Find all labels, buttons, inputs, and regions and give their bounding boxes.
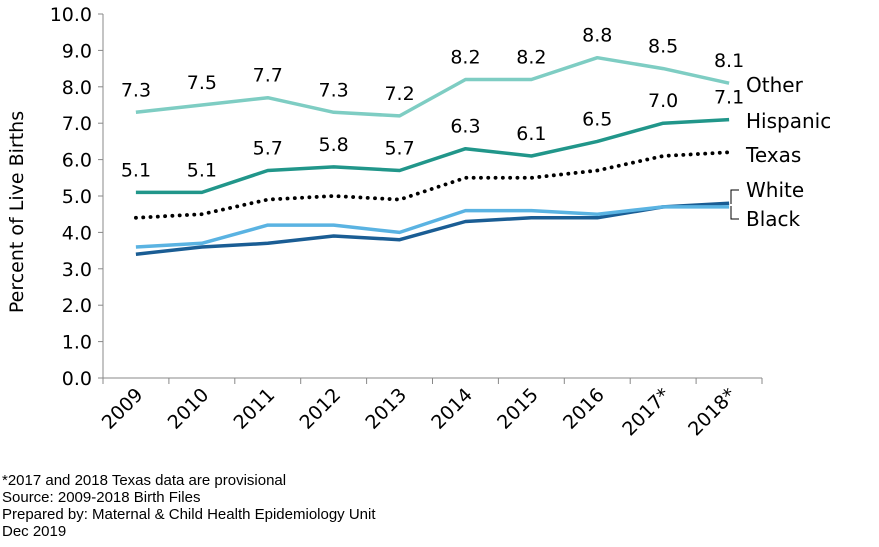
series-label-white: White — [746, 178, 804, 202]
data-label-hispanic: 5.7 — [384, 138, 414, 160]
data-label-hispanic: 7.1 — [714, 87, 744, 109]
leader-line-black — [730, 206, 739, 220]
data-label-other: 8.5 — [648, 36, 678, 58]
y-tick-label: 7.0 — [62, 113, 92, 135]
data-label-other: 8.2 — [516, 47, 546, 69]
data-label-hispanic: 5.7 — [253, 138, 283, 160]
x-tick-label: 2016 — [559, 384, 609, 434]
x-tick-label: 2013 — [361, 384, 411, 434]
y-tick-label: 9.0 — [62, 40, 92, 62]
prepared-by-note: Prepared by: Maternal & Child Health Epi… — [2, 506, 376, 523]
data-label-other: 7.7 — [253, 65, 283, 87]
x-tick-label: 2017* — [618, 384, 674, 440]
data-label-other: 8.8 — [582, 25, 612, 47]
data-label-hispanic: 5.1 — [121, 159, 151, 181]
data-label-hispanic: 6.3 — [450, 116, 480, 138]
data-label-hispanic: 5.8 — [319, 134, 349, 156]
series-lines — [133, 55, 731, 256]
y-tick-label: 3.0 — [62, 259, 92, 281]
series-label-texas: Texas — [745, 143, 801, 167]
x-tick-label: 2018* — [684, 384, 740, 440]
data-label-other: 8.1 — [714, 50, 744, 72]
leader-line-white — [730, 189, 739, 204]
data-label-other: 7.3 — [121, 79, 151, 101]
data-label-other: 7.3 — [319, 79, 349, 101]
data-label-other: 7.5 — [187, 72, 217, 94]
x-tick-label: 2014 — [427, 384, 477, 434]
data-label-hispanic: 6.5 — [582, 108, 612, 130]
data-label-hispanic: 7.0 — [648, 90, 678, 112]
series-line-texas — [133, 150, 731, 220]
x-axis: 2009 2010 2011 2012 2013 2014 2015 2016 2017* 201… — [98, 377, 763, 440]
series-labels: Other Hispanic Texas White Black — [730, 73, 831, 231]
data-label-other: 7.2 — [384, 83, 414, 105]
y-tick-label: 0.0 — [62, 368, 92, 390]
y-tick-label: 2.0 — [62, 295, 92, 317]
data-label-hispanic: 6.1 — [516, 123, 546, 145]
series-line-black — [135, 205, 730, 249]
y-tick-label: 8.0 — [62, 77, 92, 99]
provisional-note: *2017 and 2018 Texas data are provisiona… — [2, 472, 287, 489]
date-note: Dec 2019 — [2, 523, 67, 540]
series-label-other: Other — [746, 73, 804, 97]
y-tick-label: 10.0 — [50, 4, 92, 26]
x-tick-label: 2011 — [230, 384, 280, 434]
x-tick-label: 2009 — [98, 384, 148, 434]
y-tick-label: 1.0 — [62, 332, 92, 354]
y-axis: 0.0 1.0 2.0 3.0 4.0 5.0 6.0 7.0 8.0 9.0 10.0 — [50, 4, 104, 390]
y-tick-label: 4.0 — [62, 222, 92, 244]
series-line-white — [135, 201, 730, 256]
data-label-other: 8.2 — [450, 47, 480, 69]
series-label-hispanic: Hispanic — [746, 109, 831, 133]
y-axis-title: Percent of Live Births — [6, 111, 28, 313]
data-labels: 7.3 7.5 7.7 7.3 7.2 8.2 8.2 8.8 8.5 8.1 5.1 5.1 5.7 5… — [121, 25, 744, 182]
y-tick-label: 6.0 — [62, 150, 92, 172]
series-line-hispanic — [135, 117, 730, 195]
footnotes: *2017 and 2018 Texas data are provisiona… — [2, 472, 376, 540]
series-line-other — [135, 55, 730, 118]
y-tick-label: 5.0 — [62, 186, 92, 208]
x-tick-label: 2010 — [164, 384, 214, 434]
data-label-hispanic: 5.1 — [187, 159, 217, 181]
x-tick-label: 2012 — [295, 384, 345, 434]
series-label-black: Black — [746, 207, 801, 231]
x-tick-label: 2015 — [493, 384, 543, 434]
source-note: Source: 2009-2018 Birth Files — [2, 489, 201, 506]
